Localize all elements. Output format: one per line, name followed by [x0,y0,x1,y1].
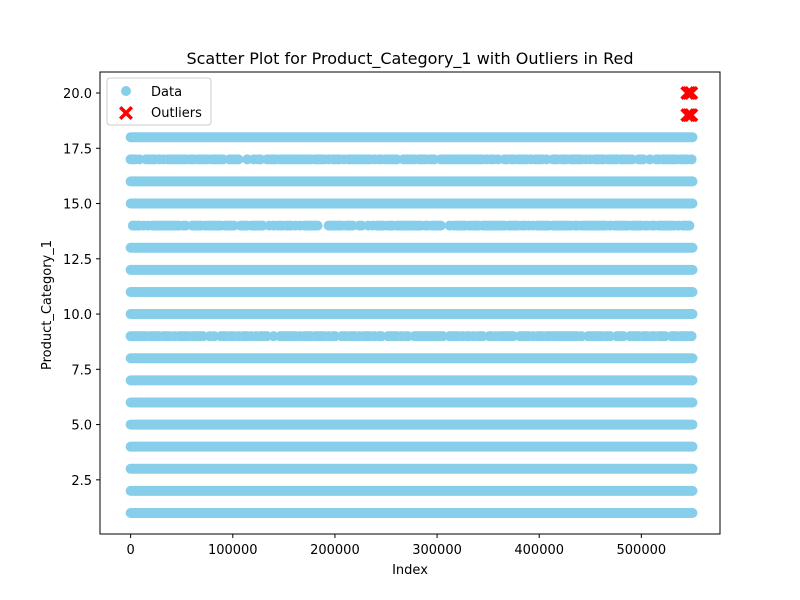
data-series-row [125,154,697,165]
legend-data-marker [121,86,131,96]
legend-x-marker [119,106,133,120]
x-tick-label: 300000 [412,543,462,558]
y-axis-label: Product_Category_1 [40,240,55,370]
data-point [684,220,695,231]
data-point [686,331,697,342]
y-tick-label: 20.0 [63,87,92,102]
data-point [233,154,244,165]
y-tick-label: 5.0 [71,419,92,434]
y-tick-label: 2.5 [71,474,92,489]
data-series-row [125,331,697,342]
legend-data-label: Data [151,85,182,100]
y-tick-label: 10.0 [63,308,92,323]
legend-outliers-label: Outliers [151,106,202,121]
data-point [686,154,697,165]
legend-outliers-marker [119,106,133,120]
x-tick-label: 100000 [208,543,258,558]
axes-frame [99,71,721,535]
legend: Data Outliers [106,77,212,126]
y-tick-label: 17.5 [63,142,92,157]
data-point [312,220,323,231]
data-point [435,220,446,231]
outlier-point [684,108,699,123]
axes: 0 100000 200000 300000 400000 500000 2.5 5.0 7.5… [63,71,721,558]
plot-area [125,86,699,518]
y-tick-label: 15.0 [63,198,92,213]
chart-title: Scatter Plot for Product_Category_1 with… [186,49,633,69]
x-tick-label: 400000 [514,543,564,558]
x-tick-label: 500000 [617,543,667,558]
outlier-point [684,86,699,100]
x-axis-label: Index [392,563,428,578]
y-tick-label: 7.5 [71,363,92,378]
data-series-row [127,220,695,231]
x-tick-label: 0 [127,543,135,558]
legend-frame [106,77,212,126]
x-tick-label: 200000 [310,543,360,558]
y-tick-label: 12.5 [63,253,92,268]
